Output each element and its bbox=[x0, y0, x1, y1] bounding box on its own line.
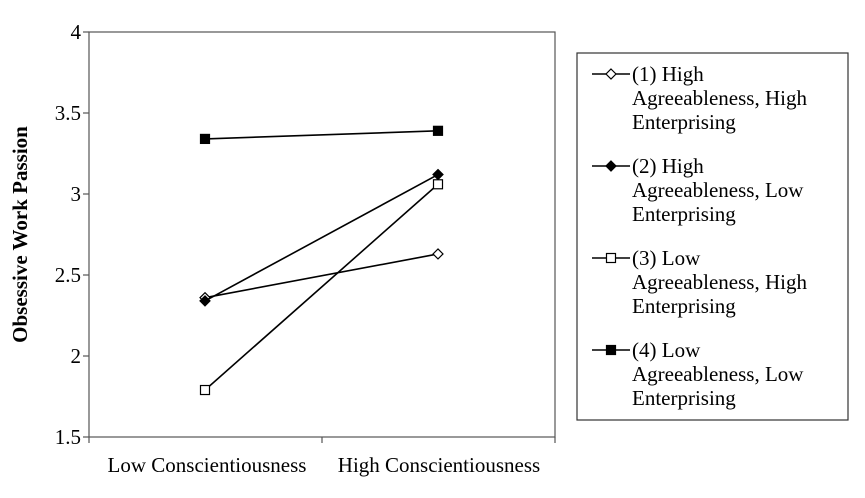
legend-label: Enterprising bbox=[632, 202, 736, 226]
legend-label: (3) Low bbox=[632, 246, 701, 270]
series-4 bbox=[199, 125, 444, 145]
series-2 bbox=[199, 168, 444, 307]
series-line bbox=[204, 183, 439, 391]
legend-label: (4) Low bbox=[632, 338, 701, 362]
legend-label: Agreeableness, Low bbox=[632, 362, 804, 386]
plot-area bbox=[88, 31, 556, 438]
legend-label: Enterprising bbox=[632, 294, 736, 318]
legend-label: Agreeableness, High bbox=[632, 270, 807, 294]
series-group bbox=[199, 125, 444, 396]
y-tick-label: 3.5 bbox=[55, 101, 81, 125]
y-tick-label: 2.5 bbox=[55, 263, 81, 287]
data-point bbox=[432, 125, 444, 136]
legend-label: (1) High bbox=[632, 62, 704, 86]
series-line bbox=[204, 253, 439, 299]
legend-marker bbox=[605, 160, 617, 172]
legend-label: (2) High bbox=[632, 154, 704, 178]
y-tick-label: 3 bbox=[71, 182, 82, 206]
y-tick-label: 4 bbox=[71, 20, 82, 44]
legend-box bbox=[576, 52, 849, 421]
legend-label: Agreeableness, High bbox=[632, 86, 807, 110]
series-3 bbox=[199, 179, 444, 396]
y-axis: 1.5 2 2.5 3 3.5 4 bbox=[55, 20, 89, 449]
y-tick-label: 1.5 bbox=[55, 425, 81, 449]
series-line bbox=[204, 173, 439, 302]
data-point bbox=[199, 295, 211, 307]
data-point bbox=[199, 133, 211, 145]
legend-marker bbox=[605, 344, 617, 356]
series-line bbox=[204, 130, 439, 140]
legend-marker bbox=[605, 252, 617, 264]
legend-label: Enterprising bbox=[632, 386, 736, 410]
y-axis-title: Obsessive Work Passion bbox=[8, 126, 32, 343]
legend-label: Agreeableness, Low bbox=[632, 178, 804, 202]
x-axis: Low Conscientiousness High Conscientiousn… bbox=[88, 437, 556, 477]
data-point bbox=[199, 384, 211, 396]
x-tick-label: High Conscientiousness bbox=[338, 453, 540, 477]
y-tick-label: 2 bbox=[71, 344, 82, 368]
data-point bbox=[432, 179, 444, 190]
legend-marker bbox=[605, 68, 617, 80]
legend-label: Enterprising bbox=[632, 110, 736, 134]
data-point bbox=[432, 248, 444, 260]
x-tick-label: Low Conscientiousness bbox=[108, 453, 307, 477]
